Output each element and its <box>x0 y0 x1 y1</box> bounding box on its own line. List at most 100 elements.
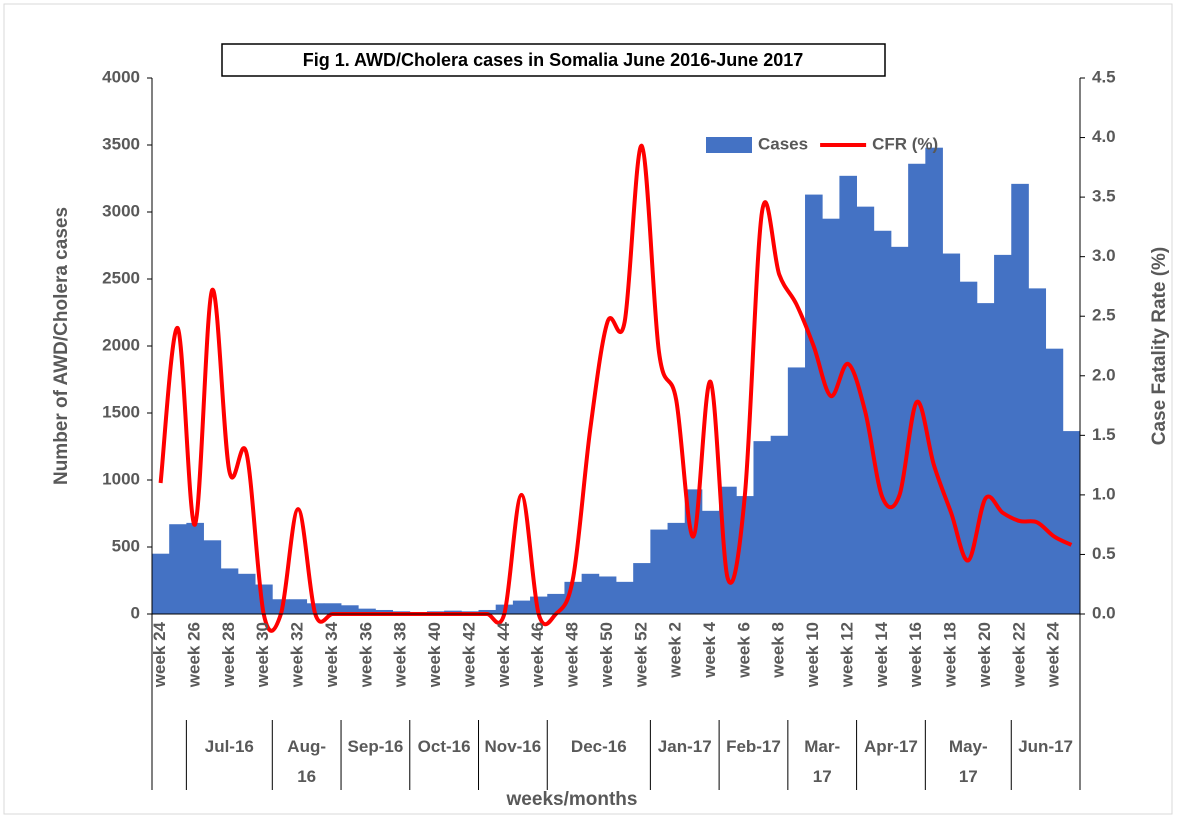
x-tick-label: week 30 <box>253 622 272 688</box>
x-tick-label: week 14 <box>872 621 891 688</box>
bar <box>839 175 857 614</box>
y-tick-label: 1500 <box>102 402 140 421</box>
bar <box>701 510 720 614</box>
x-tick-label: week 2 <box>666 622 685 679</box>
y2-tick-label: 2.5 <box>1092 306 1116 325</box>
bar <box>908 163 926 614</box>
month-label: Apr-17 <box>864 737 918 756</box>
x-tick-label: week 44 <box>494 621 513 688</box>
bar <box>994 254 1012 614</box>
month-label: Feb-17 <box>726 737 781 756</box>
x-tick-label: week 12 <box>837 622 856 688</box>
x-tick-label: week 38 <box>391 622 410 688</box>
y-tick-label: 3000 <box>102 201 140 220</box>
y2-tick-label: 4.5 <box>1092 67 1116 86</box>
bar <box>203 540 222 614</box>
bar <box>822 218 840 614</box>
bar <box>598 576 617 614</box>
bar <box>512 600 531 614</box>
legend-label: Cases <box>758 134 808 153</box>
bar <box>667 522 686 614</box>
bar <box>633 563 651 614</box>
bar <box>581 573 600 614</box>
bar <box>289 599 308 614</box>
month-label: Aug-16 <box>287 737 326 786</box>
y2-tick-label: 1.5 <box>1092 425 1116 444</box>
legend-swatch <box>706 137 752 153</box>
month-label: Jun-17 <box>1018 737 1073 756</box>
bar <box>152 553 170 614</box>
bar <box>650 529 668 614</box>
x-tick-label: week 46 <box>528 622 547 688</box>
bar <box>358 608 376 614</box>
chart-title: Fig 1. AWD/Cholera cases in Somalia June… <box>303 50 804 70</box>
y2-tick-label: 1.0 <box>1092 484 1116 503</box>
x-tick-label: week 42 <box>459 622 478 688</box>
bar <box>1045 348 1064 614</box>
x-axis-title: weeks/months <box>506 789 638 810</box>
month-label: Mar-17 <box>804 737 840 786</box>
bar <box>753 441 772 614</box>
x-tick-label: week 18 <box>941 622 960 688</box>
x-tick-label: week 32 <box>288 622 307 688</box>
bar <box>341 605 359 614</box>
month-label: Sep-16 <box>348 737 404 756</box>
x-tick-label: week 36 <box>356 622 375 688</box>
x-tick-label: week 20 <box>975 622 994 688</box>
month-label: Jul-16 <box>205 737 254 756</box>
month-label: Nov-16 <box>485 737 542 756</box>
bar <box>169 524 187 614</box>
x-tick-label: week 34 <box>322 621 341 688</box>
x-tick-label: week 50 <box>597 622 616 688</box>
month-label: Oct-16 <box>418 737 471 756</box>
y-tick-label: 4000 <box>102 67 140 86</box>
y-tick-label: 2000 <box>102 335 140 354</box>
y-tick-label: 500 <box>112 536 140 555</box>
y2-tick-label: 3.0 <box>1092 246 1116 265</box>
bar <box>1028 288 1047 614</box>
y2-tick-label: 0.5 <box>1092 544 1116 563</box>
y-tick-label: 0 <box>131 603 140 622</box>
x-tick-label: week 16 <box>906 622 925 688</box>
bar <box>1011 183 1029 615</box>
bar <box>1062 431 1081 614</box>
bar <box>478 609 497 614</box>
bar <box>976 303 995 614</box>
x-tick-label: week 24 <box>150 621 169 688</box>
bar <box>220 568 239 614</box>
bar <box>323 603 342 614</box>
x-tick-label: week 6 <box>734 622 753 679</box>
bar <box>616 581 634 614</box>
x-tick-label: week 22 <box>1009 622 1028 688</box>
y-axis-title: Number of AWD/Cholera cases <box>51 207 72 485</box>
y2-tick-label: 0.0 <box>1092 603 1116 622</box>
x-tick-label: week 24 <box>1044 621 1063 688</box>
x-tick-label: week 8 <box>769 622 788 679</box>
title-box <box>221 43 886 77</box>
y-tick-label: 1000 <box>102 469 140 488</box>
month-label: Jan-17 <box>658 737 712 756</box>
bar <box>959 281 978 614</box>
bar <box>375 609 393 614</box>
bar <box>873 230 892 614</box>
x-tick-label: week 48 <box>563 622 582 688</box>
bar <box>942 253 961 615</box>
y-tick-label: 3500 <box>102 134 140 153</box>
x-tick-label: week 26 <box>184 622 203 688</box>
y2-tick-label: 4.0 <box>1092 127 1116 146</box>
month-label: May-17 <box>949 737 988 786</box>
bar <box>890 246 909 614</box>
x-tick-label: week 52 <box>631 622 650 688</box>
y2-axis-title: Case Fatality Rate (%) <box>1149 247 1170 446</box>
y2-tick-label: 2.0 <box>1092 365 1116 384</box>
bar <box>770 435 789 614</box>
bar <box>186 522 204 614</box>
x-tick-label: week 28 <box>219 622 238 688</box>
legend-label: CFR (%) <box>872 134 938 153</box>
x-tick-label: week 10 <box>803 622 822 688</box>
x-tick-label: week 40 <box>425 622 444 688</box>
bar <box>925 147 943 614</box>
x-tick-label: week 4 <box>700 621 719 678</box>
bar <box>805 194 823 614</box>
